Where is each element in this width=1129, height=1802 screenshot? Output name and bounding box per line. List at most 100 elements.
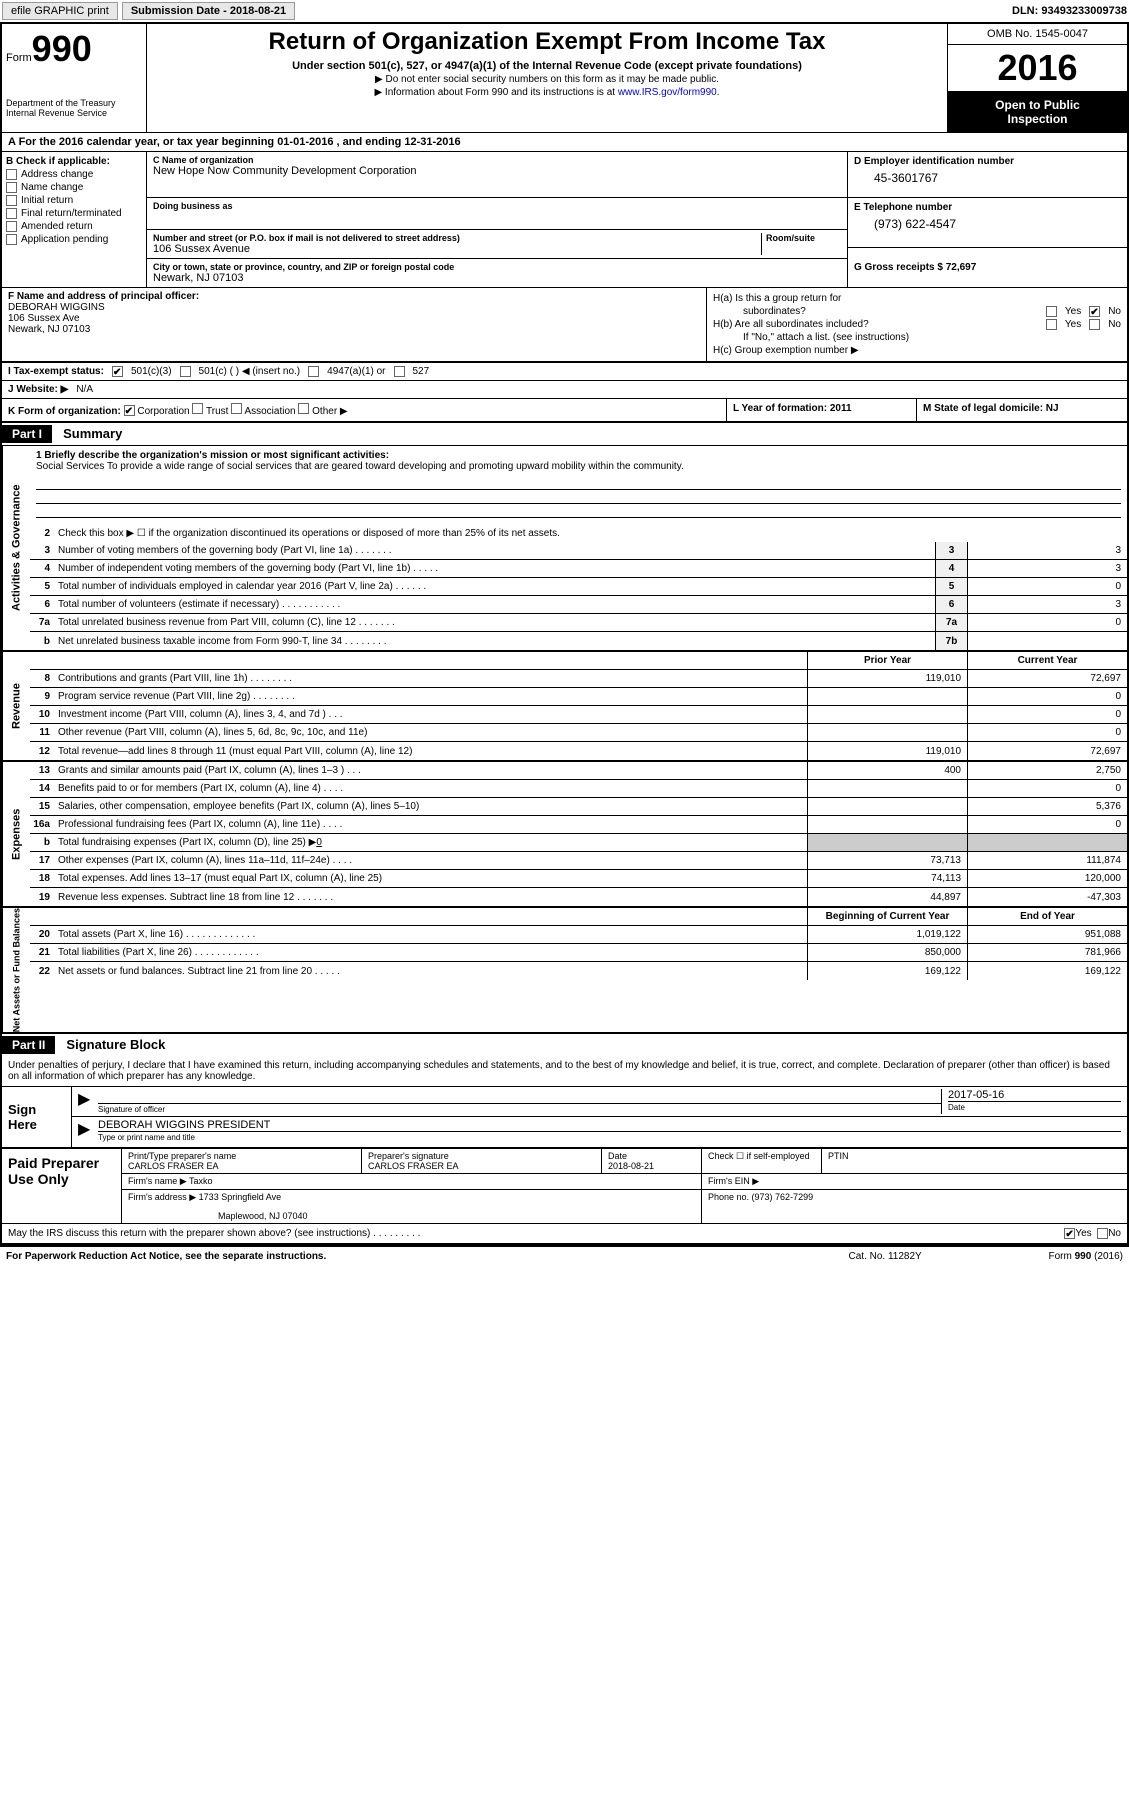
discuss-text: May the IRS discuss this return with the… [8,1228,1064,1239]
vtab-activities: Activities & Governance [2,446,30,650]
ssn-warning: ▶ Do not enter social security numbers o… [151,74,943,85]
open-public-badge: Open to PublicInspection [948,92,1127,132]
prep-date: 2018-08-21 [608,1161,695,1171]
room-label: Room/suite [766,233,841,243]
paperwork-notice: For Paperwork Reduction Act Notice, see … [6,1251,849,1262]
4947-checkbox[interactable] [308,366,319,377]
line-5-num: 5 [30,581,54,592]
irs-link[interactable]: www.IRS.gov/form990 [618,87,717,98]
mission-block: 1 Briefly describe the organization's mi… [30,446,1127,476]
hb-label: H(b) Are all subordinates included? [713,319,1046,330]
assoc-checkbox[interactable] [231,403,242,414]
checkbox-final-return[interactable] [6,208,17,219]
label-initial-return: Initial return [21,195,73,206]
officer-label: F Name and address of principal officer: [8,291,700,302]
discuss-no-checkbox[interactable] [1097,1228,1108,1239]
col-h-group: H(a) Is this a group return for subordin… [707,288,1127,361]
checkbox-amended[interactable] [6,221,17,232]
line-11-text: Other revenue (Part VIII, column (A), li… [54,725,807,740]
officer-addr1: 106 Sussex Ave [8,313,700,324]
501c3-checkbox[interactable]: ✔ [112,366,123,377]
discuss-yes-checkbox[interactable]: ✔ [1064,1228,1075,1239]
part1-title: Summary [55,426,122,441]
sig-arrow-1: ▶ [78,1089,98,1114]
corp-checkbox[interactable]: ✔ [124,405,135,416]
label-address-change: Address change [21,169,93,180]
city-value: Newark, NJ 07103 [153,272,841,284]
line-16a-num: 16a [30,819,54,830]
firm-name-label: Firm's name ▶ [128,1176,187,1186]
website-label: J Website: ▶ [8,384,68,395]
501c-checkbox[interactable] [180,366,191,377]
ha-sub: subordinates? [713,306,1046,317]
line-12-prior: 119,010 [807,742,967,760]
line-10-prior [807,706,967,723]
label-amended: Amended return [21,221,93,232]
other-checkbox[interactable] [298,403,309,414]
efile-button[interactable]: efile GRAPHIC print [2,2,118,20]
527-checkbox[interactable] [394,366,405,377]
prior-year-hdr: Prior Year [807,652,967,669]
form-footer: Form 990 (2016) [1049,1251,1123,1262]
dba-label: Doing business as [153,201,841,211]
line-11-prior [807,724,967,741]
501c3-label: 501(c)(3) [131,366,172,377]
phone-value: (973) 622-4547 [854,213,1121,231]
tax-status-label: I Tax-exempt status: [8,366,104,377]
line-22-begin: 169,122 [807,962,967,980]
line-20-num: 20 [30,929,54,940]
line-18-prior: 74,113 [807,870,967,887]
line-12-num: 12 [30,746,54,757]
line-16a-text: Professional fundraising fees (Part IX, … [54,817,807,832]
checkbox-address-change[interactable] [6,169,17,180]
vtab-net-assets: Net Assets or Fund Balances [2,908,30,1032]
tax-year: 2016 [948,45,1127,92]
cat-number: Cat. No. 11282Y [849,1251,1049,1262]
line-13-current: 2,750 [967,762,1127,779]
line-16b-num: b [30,837,54,848]
hb-yes-checkbox[interactable] [1046,319,1057,330]
prep-selfemp: Check ☐ if self-employed [702,1149,822,1173]
begin-year-hdr: Beginning of Current Year [807,908,967,925]
form-word: Form [6,52,32,64]
trust-label: Trust [206,406,228,417]
form-id-block: Form990 Department of the Treasury Inter… [2,24,147,132]
officer-addr2: Newark, NJ 07103 [8,324,700,335]
line-22-end: 169,122 [967,962,1127,980]
sig-date-value: 2017-05-16 [948,1089,1121,1101]
line-7a-text: Total unrelated business revenue from Pa… [54,615,935,630]
line-15-current: 5,376 [967,798,1127,815]
mission-line-1 [36,476,1121,490]
state-domicile: M State of legal domicile: NJ [917,399,1127,421]
line-16b-prior [807,834,967,851]
trust-checkbox[interactable] [192,403,203,414]
line-9-prior [807,688,967,705]
omb-number: OMB No. 1545-0047 [948,24,1127,45]
line-7a-val: 0 [967,614,1127,631]
line-19-current: -47,303 [967,888,1127,906]
col-b-header: B Check if applicable: [6,156,142,167]
line-5-box: 5 [935,578,967,595]
line-16b-text: Total fundraising expenses (Part IX, col… [54,835,807,850]
col-f-officer: F Name and address of principal officer:… [2,288,707,361]
line-16a-prior [807,816,967,833]
checkbox-initial-return[interactable] [6,195,17,206]
line-5-text: Total number of individuals employed in … [54,579,935,594]
line-15-text: Salaries, other compensation, employee b… [54,799,807,814]
line-14-num: 14 [30,783,54,794]
line-17-num: 17 [30,855,54,866]
hb-no-checkbox[interactable] [1089,319,1100,330]
line-9-text: Program service revenue (Part VIII, line… [54,689,807,704]
ha-no-checkbox[interactable]: ✔ [1089,306,1100,317]
501c-label: 501(c) ( ) ◀ (insert no.) [199,366,301,377]
line-6-num: 6 [30,599,54,610]
checkbox-name-change[interactable] [6,182,17,193]
checkbox-app-pending[interactable] [6,234,17,245]
part2-header: Part II [2,1036,55,1054]
dept-treasury: Department of the Treasury [6,98,142,108]
prep-sig: CARLOS FRASER EA [368,1161,595,1171]
ha-yes-checkbox[interactable] [1046,306,1057,317]
form-subtitle: Under section 501(c), 527, or 4947(a)(1)… [151,60,943,72]
label-app-pending: Application pending [21,234,108,245]
line-18-num: 18 [30,873,54,884]
